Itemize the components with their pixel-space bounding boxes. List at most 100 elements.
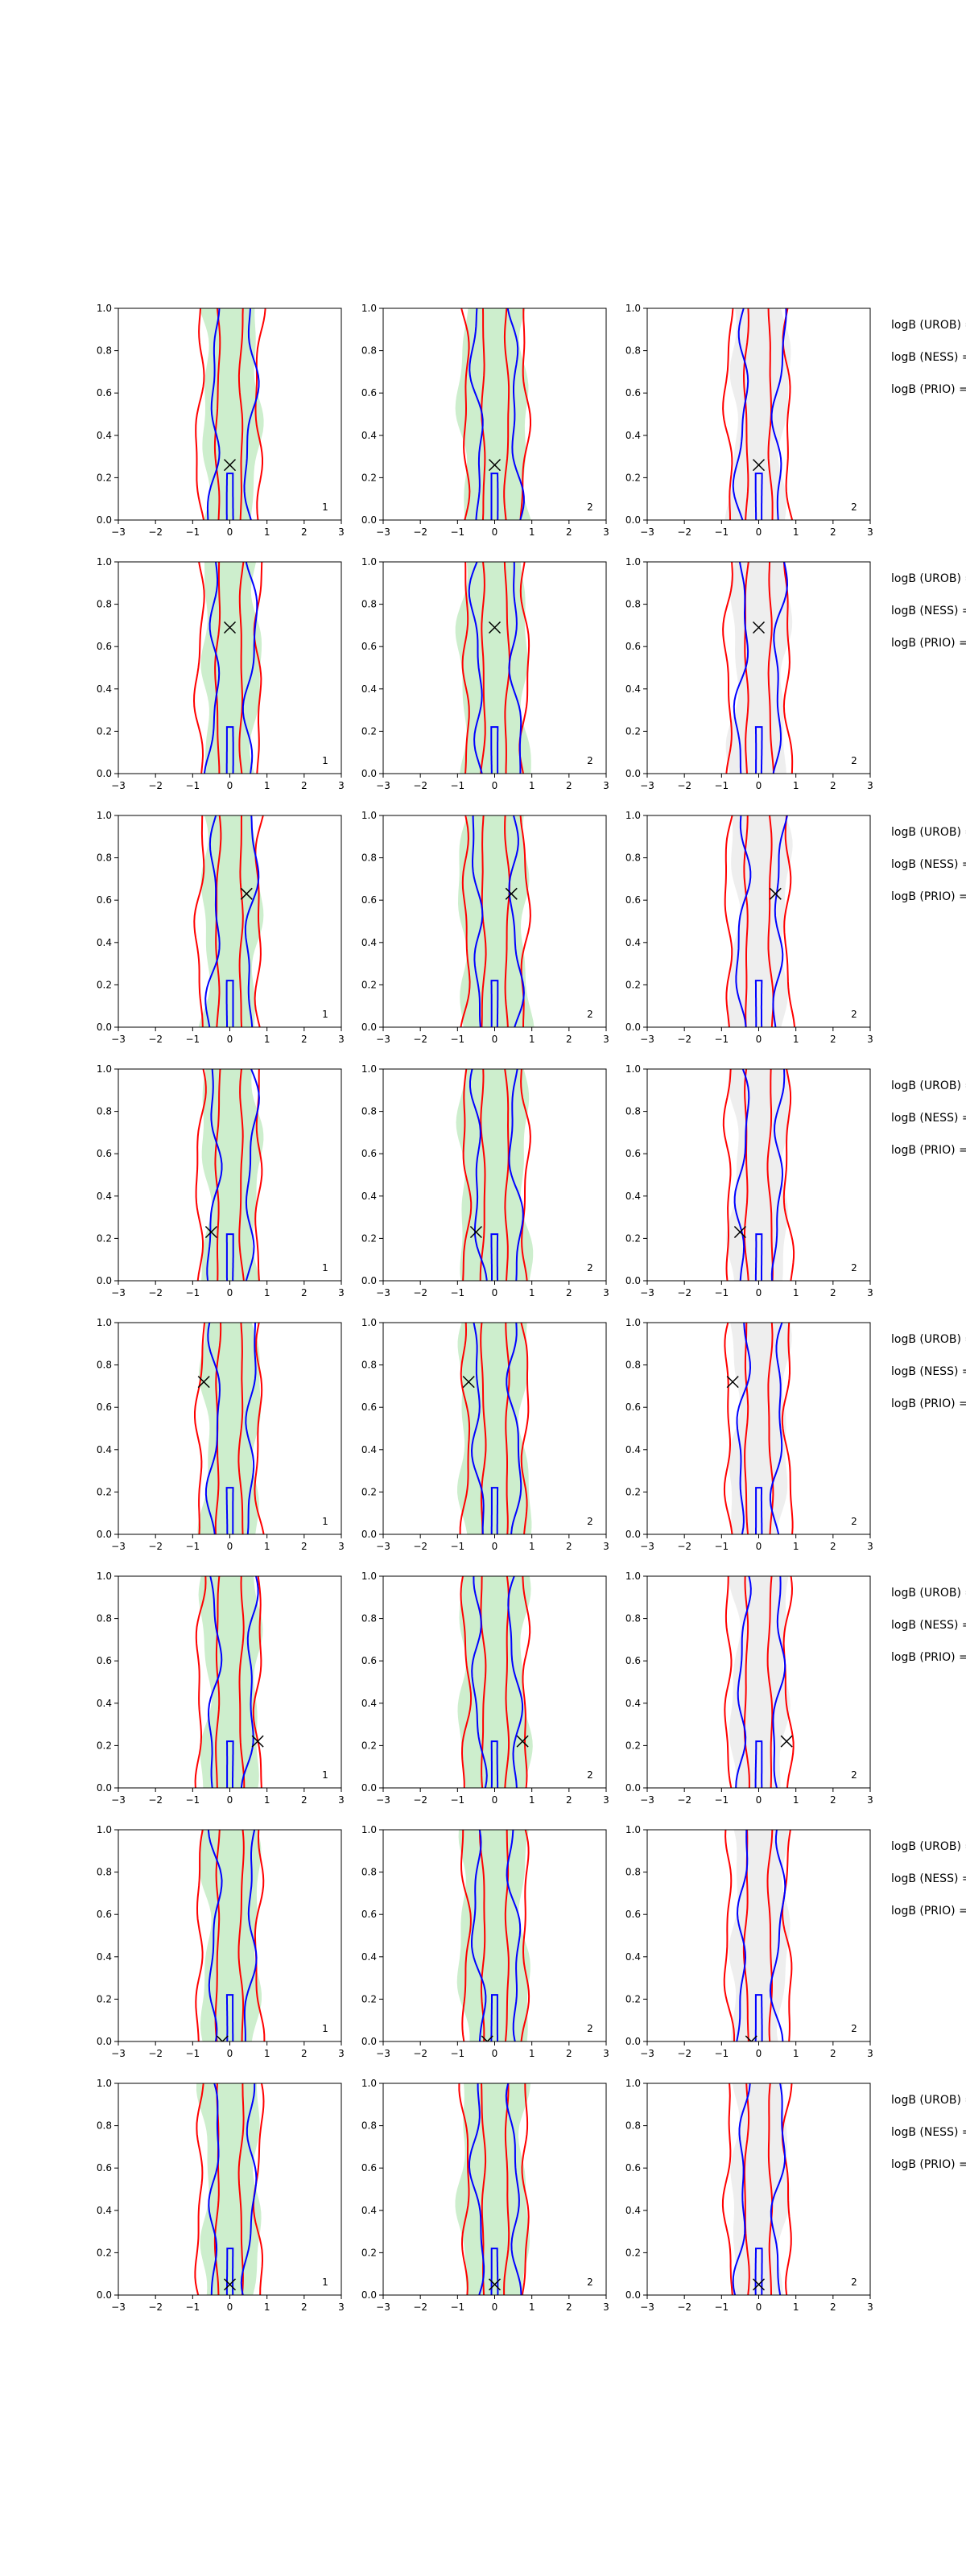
outer-contour xyxy=(722,562,794,774)
y-tick-label: 0.0 xyxy=(361,2036,377,2047)
density-fill xyxy=(196,2083,262,2295)
y-tick-label: 0.8 xyxy=(97,1106,112,1117)
y-tick-label: 1.0 xyxy=(361,810,377,821)
blue-contour xyxy=(736,1830,786,2041)
stat-label: logB (UROB) = xyxy=(891,319,966,332)
y-tick-label: 0.8 xyxy=(97,1613,112,1624)
marker-x xyxy=(197,1376,210,1389)
y-tick-label: 0.4 xyxy=(625,430,641,441)
x-tick-label: 2 xyxy=(830,1287,836,1298)
y-tick-label: 1.0 xyxy=(97,1317,112,1328)
x-tick-label: −3 xyxy=(376,526,390,538)
marker-x xyxy=(752,2278,766,2291)
x-tick-label: −3 xyxy=(640,526,654,538)
y-tick-label: 0.0 xyxy=(625,514,641,526)
x-tick-label: −1 xyxy=(450,1794,464,1806)
x-tick-label: −3 xyxy=(376,1287,390,1298)
x-tick-label: 1 xyxy=(529,1034,535,1045)
x-tick-label: −2 xyxy=(413,1794,427,1806)
y-tick-label: 1.0 xyxy=(625,1317,641,1328)
x-tick-label: 3 xyxy=(338,526,345,538)
x-tick-label: −3 xyxy=(376,780,390,791)
y-tick-label: 0.2 xyxy=(361,725,377,737)
blue-lobe xyxy=(754,473,763,520)
y-tick-label: 0.6 xyxy=(625,1402,641,1413)
outer-contour xyxy=(194,2083,265,2295)
stat-label: logB (NESS) = xyxy=(891,2126,966,2139)
outer-contour xyxy=(460,1830,530,2041)
x-tick-label: −2 xyxy=(148,1287,163,1298)
panel-r8-c2: −3 −2 −1 0 1 2 3 0.0 0.2 0.4 0.6 0.8 1.0 2 xyxy=(361,2078,609,2313)
marker-x xyxy=(204,1225,217,1239)
blue-contour xyxy=(204,562,258,774)
x-tick-label: 3 xyxy=(603,1794,609,1806)
panel-r3-c3: −3 −2 −1 0 1 2 3 0.0 0.2 0.4 0.6 0.8 1.0 2 xyxy=(625,810,873,1045)
y-tick-label: 0.8 xyxy=(361,1106,377,1117)
x-tick-label: 1 xyxy=(793,2048,799,2059)
y-tick-label: 0.6 xyxy=(625,2162,641,2174)
y-tick-label: 0.0 xyxy=(361,1022,377,1033)
panel-r8-c1: −3 −2 −1 0 1 2 3 0.0 0.2 0.4 0.6 0.8 1.0 1 xyxy=(97,2078,345,2313)
blue-lobe xyxy=(490,1994,499,2041)
outer-contour xyxy=(194,1323,265,1534)
x-tick-label: 2 xyxy=(301,780,308,791)
y-tick-label: 0.6 xyxy=(97,1402,112,1413)
x-tick-label: −3 xyxy=(640,1034,654,1045)
inner-red-contour xyxy=(480,562,511,774)
y-tick-label: 0.2 xyxy=(97,1486,112,1497)
y-tick-label: 0.0 xyxy=(97,1022,112,1033)
x-tick-label: 0 xyxy=(227,2048,233,2059)
x-tick-label: 0 xyxy=(227,2301,233,2313)
y-tick-label: 1.0 xyxy=(97,1571,112,1582)
x-tick-label: 1 xyxy=(529,1794,535,1806)
y-tick-label: 1.0 xyxy=(361,1571,377,1582)
panel-r5-c2: −3 −2 −1 0 1 2 3 0.0 0.2 0.4 0.6 0.8 1.0 2 xyxy=(361,1317,609,1552)
y-tick-label: 0.4 xyxy=(361,1444,377,1455)
y-tick-label: 0.2 xyxy=(97,1232,112,1244)
x-tick-label: 1 xyxy=(529,1541,535,1552)
panel-label: 1 xyxy=(322,1769,328,1781)
blue-contour xyxy=(470,1830,522,2041)
y-tick-label: 0.2 xyxy=(625,1486,641,1497)
x-tick-label: −2 xyxy=(677,780,691,791)
panel-label: 2 xyxy=(587,2023,593,2034)
outer-contour xyxy=(458,2083,530,2295)
blue-lobe xyxy=(490,980,499,1027)
y-tick-label: 0.8 xyxy=(97,1360,112,1371)
y-tick-label: 0.8 xyxy=(97,599,112,610)
blue-contour xyxy=(206,1069,260,1281)
stat-label: logB (NESS) = xyxy=(891,605,966,617)
y-tick-label: 0.8 xyxy=(361,852,377,864)
outer-contour xyxy=(722,308,794,520)
marker-x xyxy=(780,1735,793,1748)
density-fill xyxy=(728,1576,791,1788)
x-tick-label: 1 xyxy=(264,780,270,791)
panel-r8-c3: −3 −2 −1 0 1 2 3 0.0 0.2 0.4 0.6 0.8 1.0 2 xyxy=(625,2078,873,2313)
marker-x xyxy=(462,1376,475,1389)
inner-red-contour xyxy=(744,562,775,774)
x-tick-label: 3 xyxy=(603,1541,609,1552)
stat-label: logB (PRIO) = xyxy=(891,1905,966,1918)
x-tick-label: −2 xyxy=(148,1794,163,1806)
blue-contour xyxy=(207,1576,259,1788)
y-tick-label: 0.4 xyxy=(97,2205,112,2216)
outer-contour xyxy=(195,1069,263,1281)
x-tick-label: 3 xyxy=(603,2048,609,2059)
x-tick-label: −1 xyxy=(714,526,729,538)
panel-label: 2 xyxy=(587,755,593,766)
density-fill xyxy=(457,1323,532,1534)
x-tick-label: −3 xyxy=(111,1794,126,1806)
blue-contour xyxy=(736,1323,783,1534)
x-tick-label: 1 xyxy=(264,1287,270,1298)
marker-x xyxy=(216,2035,229,2041)
blue-contour xyxy=(206,308,260,520)
blue-lobe xyxy=(225,726,234,774)
y-tick-label: 0.8 xyxy=(625,599,641,610)
blue-lobe xyxy=(754,1740,763,1788)
y-tick-label: 0.0 xyxy=(361,1529,377,1540)
x-tick-label: −2 xyxy=(677,2301,691,2313)
inner-red-contour xyxy=(213,2083,245,2295)
x-tick-label: 0 xyxy=(492,1541,498,1552)
y-tick-label: 0.2 xyxy=(97,472,112,483)
